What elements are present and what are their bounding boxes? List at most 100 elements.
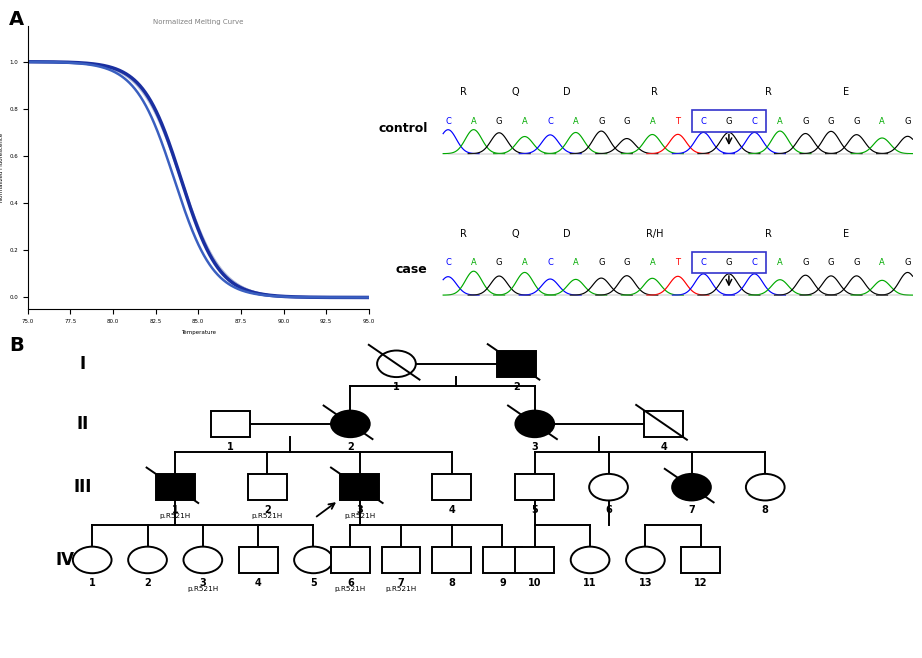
Bar — [681, 547, 720, 573]
Circle shape — [331, 411, 370, 437]
Text: IV: IV — [55, 551, 74, 569]
Text: A: A — [880, 116, 885, 126]
Circle shape — [626, 547, 665, 573]
Text: D: D — [563, 228, 571, 238]
Text: 4: 4 — [254, 578, 262, 588]
Text: 11: 11 — [584, 578, 597, 588]
Text: C: C — [548, 258, 553, 267]
Text: I: I — [80, 355, 86, 373]
Text: R: R — [460, 87, 467, 97]
Text: 10: 10 — [528, 578, 541, 588]
Text: G: G — [828, 116, 834, 126]
Bar — [340, 474, 379, 501]
Text: G: G — [853, 258, 860, 267]
Bar — [644, 411, 683, 437]
Text: C: C — [751, 116, 757, 126]
Y-axis label: Normalized Fluorescence: Normalized Fluorescence — [0, 133, 4, 203]
Bar — [239, 547, 278, 573]
Text: G: G — [598, 258, 605, 267]
Text: A: A — [777, 258, 783, 267]
Text: G: G — [496, 116, 502, 126]
Bar — [211, 411, 250, 437]
Circle shape — [571, 547, 609, 573]
Text: 3: 3 — [356, 505, 363, 515]
Text: G: G — [623, 116, 630, 126]
Circle shape — [515, 411, 554, 437]
Circle shape — [672, 474, 711, 501]
Bar — [248, 474, 287, 501]
Text: III: III — [74, 478, 92, 496]
Bar — [483, 547, 522, 573]
Text: T: T — [675, 258, 680, 267]
Text: Q: Q — [512, 228, 519, 238]
Text: C: C — [751, 258, 757, 267]
Text: D: D — [563, 87, 571, 97]
Text: C: C — [445, 258, 451, 267]
Text: R: R — [764, 87, 772, 97]
Text: G: G — [496, 258, 502, 267]
Text: 7: 7 — [397, 578, 405, 588]
Text: A: A — [573, 258, 579, 267]
Bar — [432, 474, 471, 501]
Bar — [515, 474, 554, 501]
Circle shape — [589, 474, 628, 501]
Text: p.R521H: p.R521H — [187, 586, 219, 592]
Text: G: G — [828, 258, 834, 267]
Bar — [331, 547, 370, 573]
Text: 1: 1 — [89, 578, 96, 588]
Text: 5: 5 — [310, 578, 317, 588]
Text: 2: 2 — [347, 442, 354, 451]
Text: G: G — [904, 116, 911, 126]
Text: Q: Q — [512, 87, 519, 97]
Text: p.R521H: p.R521H — [344, 513, 375, 519]
Bar — [497, 351, 536, 377]
Text: T: T — [675, 116, 680, 126]
Text: G: G — [853, 116, 860, 126]
Text: A: A — [649, 116, 656, 126]
Text: 4: 4 — [448, 505, 455, 515]
Text: 3: 3 — [199, 578, 207, 588]
Text: G: G — [726, 116, 732, 126]
Text: E: E — [843, 87, 849, 97]
Text: R/H: R/H — [646, 228, 663, 238]
Text: case: case — [396, 263, 428, 276]
Text: A: A — [777, 116, 783, 126]
Text: 1: 1 — [393, 382, 400, 392]
Text: G: G — [802, 116, 809, 126]
Text: G: G — [726, 258, 732, 267]
Text: 8: 8 — [448, 578, 455, 588]
Text: 6: 6 — [605, 505, 612, 515]
Text: 9: 9 — [499, 578, 506, 588]
Text: 12: 12 — [694, 578, 707, 588]
Text: C: C — [548, 116, 553, 126]
Text: 13: 13 — [639, 578, 652, 588]
Bar — [156, 474, 195, 501]
Text: G: G — [802, 258, 809, 267]
Text: 1: 1 — [227, 442, 234, 451]
Title: Normalized Melting Curve: Normalized Melting Curve — [153, 18, 243, 24]
Bar — [432, 547, 471, 573]
Text: 8: 8 — [762, 505, 769, 515]
Bar — [692, 110, 766, 132]
Text: 2: 2 — [264, 505, 271, 515]
Text: G: G — [623, 258, 630, 267]
Text: A: A — [522, 116, 527, 126]
Circle shape — [183, 547, 222, 573]
Circle shape — [294, 547, 333, 573]
Text: p.R521H: p.R521H — [385, 586, 417, 592]
Bar — [382, 547, 420, 573]
Text: p.R521H: p.R521H — [335, 586, 366, 592]
Text: C: C — [701, 116, 706, 126]
Bar — [692, 251, 766, 273]
Text: C: C — [445, 116, 451, 126]
Text: R: R — [460, 228, 467, 238]
Text: A: A — [9, 10, 24, 29]
Text: 2: 2 — [144, 578, 151, 588]
Text: 3: 3 — [531, 442, 538, 451]
Text: B: B — [9, 336, 24, 355]
Text: 5: 5 — [531, 505, 538, 515]
Circle shape — [746, 474, 785, 501]
Text: 6: 6 — [347, 578, 354, 588]
Text: 2: 2 — [513, 382, 520, 392]
X-axis label: Temperature: Temperature — [181, 330, 216, 334]
